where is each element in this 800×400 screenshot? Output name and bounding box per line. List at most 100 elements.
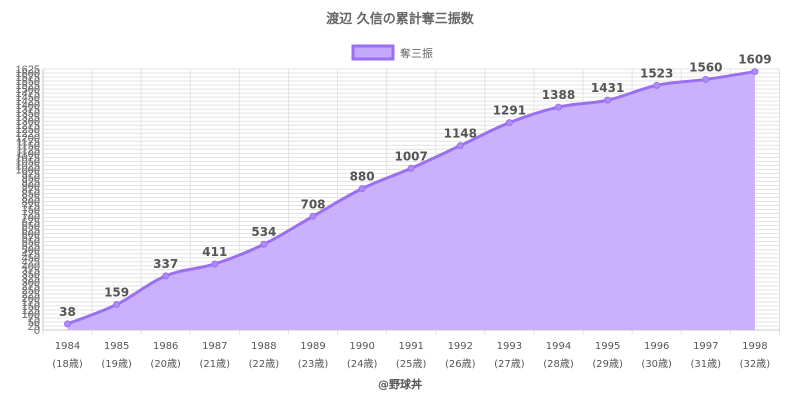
y-tick-label: 800 <box>22 197 40 209</box>
y-tick-label: 1575 <box>16 72 40 84</box>
x-tick-age-label: (31歳) <box>691 358 722 370</box>
y-tick-label: 1250 <box>16 124 40 136</box>
axes: 0255075100125150175200225250275300325350… <box>16 64 780 337</box>
data-point <box>505 119 513 127</box>
y-tick-label: 1475 <box>16 88 40 100</box>
credit-text: @野球丼 <box>378 377 422 391</box>
y-tick-label: 625 <box>22 225 40 237</box>
y-tick-label: 950 <box>22 172 40 184</box>
y-tick-label: 1275 <box>16 120 40 132</box>
data-point <box>64 320 71 328</box>
y-tick-label: 1075 <box>16 152 40 164</box>
y-tick-label: 100 <box>22 309 40 321</box>
data-label: 708 <box>300 197 325 211</box>
y-tick-label: 1300 <box>16 116 40 128</box>
y-tick-label: 125 <box>22 305 40 317</box>
y-tick-label: 1025 <box>16 160 40 172</box>
x-axis-ticks: 1984 (18歳) 1985 (19歳) 1986 (20歳) 1987 (21歳) 1988… <box>52 341 770 370</box>
data-label: 1523 <box>640 66 673 80</box>
data-point <box>260 240 268 248</box>
x-tick-age-label: (30歳) <box>641 358 672 370</box>
y-tick-label: 1500 <box>16 84 40 96</box>
data-label: 159 <box>104 285 129 299</box>
y-tick-label: 50 <box>28 317 40 329</box>
data-point <box>407 164 415 172</box>
y-tick-label: 975 <box>22 168 40 180</box>
chart-title: 渡辺 久信の累計奪三振数 <box>326 11 475 27</box>
series-area <box>66 70 756 330</box>
y-tick-label: 1525 <box>16 80 40 92</box>
x-tick-label: 1984 <box>55 341 80 352</box>
y-tick-label: 825 <box>22 192 40 204</box>
data-point <box>211 260 219 268</box>
y-tick-label: 1000 <box>16 164 40 176</box>
data-point <box>653 81 661 89</box>
x-tick-age-label: (18歳) <box>52 358 83 370</box>
data-point <box>113 300 121 308</box>
data-label: 38 <box>59 305 76 319</box>
legend[interactable]: 奪三振 <box>351 44 433 61</box>
data-labels: 38 159 337 411 534 708 880 1007 1148 1291 1388 1431… <box>59 53 771 319</box>
y-tick-label: 450 <box>22 253 40 265</box>
y-tick-label: 1400 <box>16 100 40 112</box>
x-tick-label: 1988 <box>251 341 276 352</box>
x-tick-age-label: (27歳) <box>494 358 525 370</box>
data-label: 1609 <box>738 53 771 67</box>
x-tick-label: 1995 <box>595 341 620 352</box>
y-tick-label: 775 <box>22 201 40 213</box>
x-tick-age-label: (23歳) <box>298 358 329 370</box>
legend-swatch <box>351 44 395 61</box>
x-tick-age-label: (22歳) <box>249 358 280 370</box>
data-label: 1291 <box>493 104 526 118</box>
y-tick-label: 675 <box>22 217 40 229</box>
x-tick-label: 1997 <box>693 341 718 352</box>
legend-label: 奪三振 <box>400 46 433 60</box>
data-label: 1148 <box>444 127 477 141</box>
x-tick-age-label: (24歳) <box>347 358 378 370</box>
x-tick-label: 1990 <box>349 341 374 352</box>
data-point <box>702 75 710 83</box>
y-tick-label: 1050 <box>16 156 40 168</box>
y-tick-label: 750 <box>22 205 40 217</box>
y-tick-label: 900 <box>22 180 40 192</box>
y-tick-label: 1125 <box>16 144 40 156</box>
x-tick-age-label: (25歳) <box>396 358 427 370</box>
x-tick-age-label: (32歳) <box>740 358 771 370</box>
y-tick-label: 700 <box>22 213 40 225</box>
y-tick-label: 25 <box>28 321 40 333</box>
y-tick-label: 1200 <box>16 132 40 144</box>
y-tick-label: 400 <box>22 261 40 273</box>
y-tick-label: 1325 <box>16 112 40 124</box>
y-tick-label: 275 <box>22 281 40 293</box>
x-tick-age-label: (19歳) <box>101 358 132 370</box>
x-tick-label: 1989 <box>300 341 325 352</box>
y-tick-label: 200 <box>22 293 40 305</box>
y-tick-label: 1100 <box>16 148 40 160</box>
y-tick-label: 0 <box>34 325 40 337</box>
y-tick-label: 1425 <box>16 96 40 108</box>
data-point <box>751 68 759 76</box>
y-tick-label: 525 <box>22 241 40 253</box>
x-tick-label: 1998 <box>742 341 767 352</box>
y-tick-label: 1625 <box>16 64 40 76</box>
x-tick-label: 1994 <box>546 341 571 352</box>
y-tick-label: 1450 <box>16 92 40 104</box>
y-tick-label: 850 <box>22 188 40 200</box>
data-label: 534 <box>251 225 276 239</box>
y-tick-label: 75 <box>28 313 40 325</box>
y-tick-label: 650 <box>22 221 40 233</box>
x-tick-label: 1986 <box>153 341 178 352</box>
y-tick-label: 925 <box>22 176 40 188</box>
x-tick-age-label: (20歳) <box>150 358 181 370</box>
x-tick-label: 1992 <box>448 341 473 352</box>
y-tick-label: 1350 <box>16 108 40 120</box>
y-tick-label: 875 <box>22 184 40 196</box>
y-tick-label: 325 <box>22 273 40 285</box>
x-tick-age-label: (21歳) <box>200 358 231 370</box>
x-tick-label: 1987 <box>202 341 227 352</box>
y-tick-label: 1375 <box>16 104 40 116</box>
data-label: 1431 <box>591 81 624 95</box>
y-tick-label: 500 <box>22 245 40 257</box>
x-tick-label: 1985 <box>104 341 129 352</box>
